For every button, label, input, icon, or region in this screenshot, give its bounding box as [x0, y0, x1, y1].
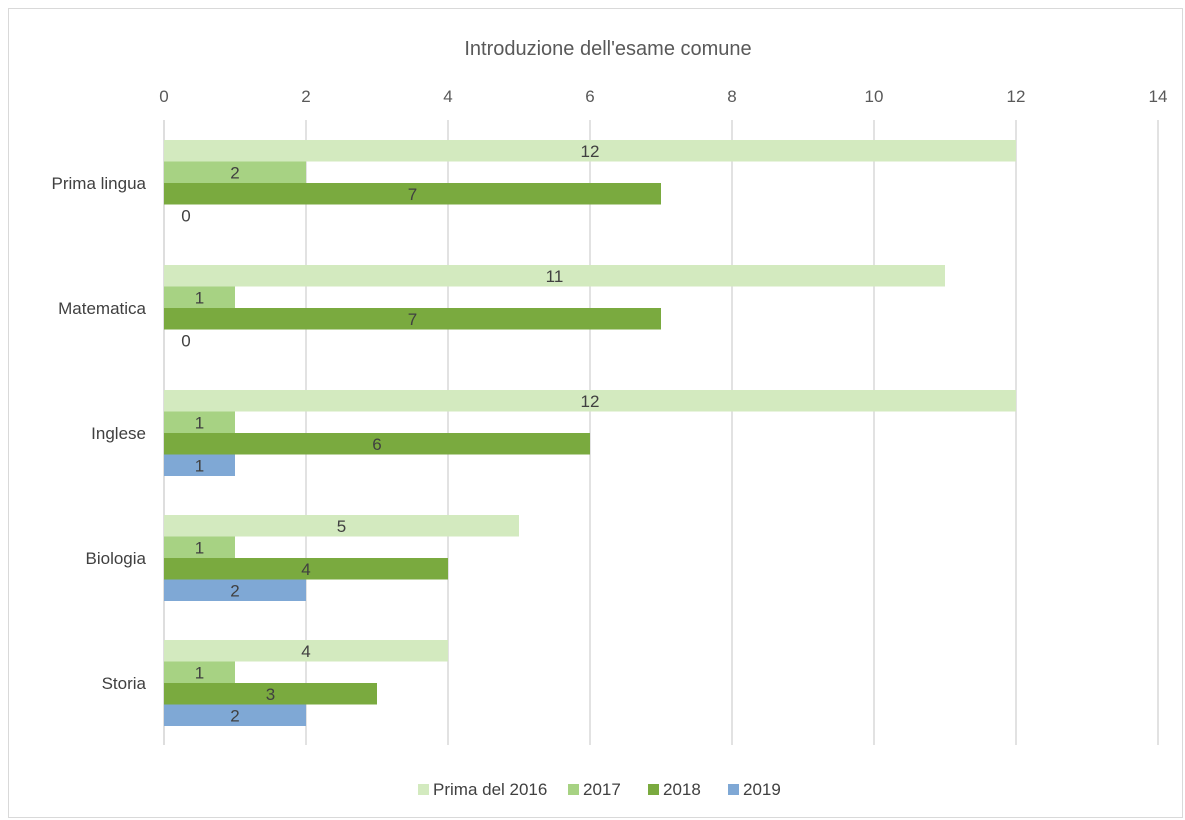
bar — [164, 558, 448, 580]
x-tick-label: 6 — [585, 87, 594, 106]
data-label: 3 — [266, 685, 275, 704]
data-label: 7 — [408, 185, 417, 204]
data-label: 0 — [181, 206, 190, 225]
data-label: 7 — [408, 310, 417, 329]
x-tick-label: 8 — [727, 87, 736, 106]
bar — [164, 183, 661, 205]
bar — [164, 265, 945, 287]
category-label: Biologia — [86, 549, 147, 568]
bar — [164, 640, 448, 662]
chart-title: Introduzione dell'esame comune — [464, 38, 751, 60]
data-label: 11 — [546, 267, 564, 286]
legend-label: Prima del 2016 — [433, 780, 547, 799]
x-tick-label: 10 — [865, 87, 884, 106]
bar — [164, 161, 306, 183]
data-label: 2 — [230, 581, 239, 600]
data-label: 2 — [230, 706, 239, 725]
legend-item: 2018 — [648, 780, 701, 799]
data-label: 12 — [581, 392, 600, 411]
legend-label: 2019 — [743, 780, 781, 799]
bar — [164, 308, 661, 330]
data-label: 4 — [301, 642, 310, 661]
bar — [164, 286, 235, 308]
category-label: Prima lingua — [52, 174, 147, 193]
data-label: 1 — [195, 663, 204, 682]
legend-item: 2017 — [568, 780, 621, 799]
bar — [164, 704, 306, 726]
bar — [164, 683, 377, 705]
legend-item: 2019 — [728, 780, 781, 799]
data-label: 12 — [581, 142, 600, 161]
data-label: 1 — [195, 538, 204, 557]
data-label: 6 — [372, 435, 381, 454]
category-labels: Prima lingua Matematica Inglese Biologia Sto… — [52, 174, 147, 693]
legend-swatch — [728, 784, 739, 795]
legend: Prima del 2016 2017 2018 2019 — [418, 780, 781, 799]
legend-item: Prima del 2016 — [418, 780, 547, 799]
bar — [164, 579, 306, 601]
x-tick-label: 0 — [159, 87, 168, 106]
legend-label: 2018 — [663, 780, 701, 799]
data-label: 4 — [301, 560, 310, 579]
data-label: 1 — [195, 288, 204, 307]
data-label: 1 — [195, 413, 204, 432]
legend-swatch — [568, 784, 579, 795]
x-tick-label: 2 — [301, 87, 310, 106]
x-tick-label: 4 — [443, 87, 452, 106]
category-label: Storia — [102, 674, 147, 693]
data-label: 1 — [195, 456, 204, 475]
category-label: Inglese — [91, 424, 146, 443]
bar — [164, 536, 235, 558]
x-tick-label: 14 — [1149, 87, 1168, 106]
bar — [164, 454, 235, 476]
bar — [164, 661, 235, 683]
category-label: Matematica — [58, 299, 146, 318]
bar — [164, 411, 235, 433]
bar — [164, 390, 1016, 412]
legend-swatch — [648, 784, 659, 795]
data-label: 2 — [230, 163, 239, 182]
legend-swatch — [418, 784, 429, 795]
bar — [164, 433, 590, 455]
data-label: 5 — [337, 517, 346, 536]
x-axis-ticks: 0 2 4 6 8 10 12 14 — [159, 87, 1167, 106]
x-tick-label: 12 — [1007, 87, 1026, 106]
bar — [164, 515, 519, 537]
bar — [164, 140, 1016, 162]
legend-label: 2017 — [583, 780, 621, 799]
data-label: 0 — [181, 331, 190, 350]
